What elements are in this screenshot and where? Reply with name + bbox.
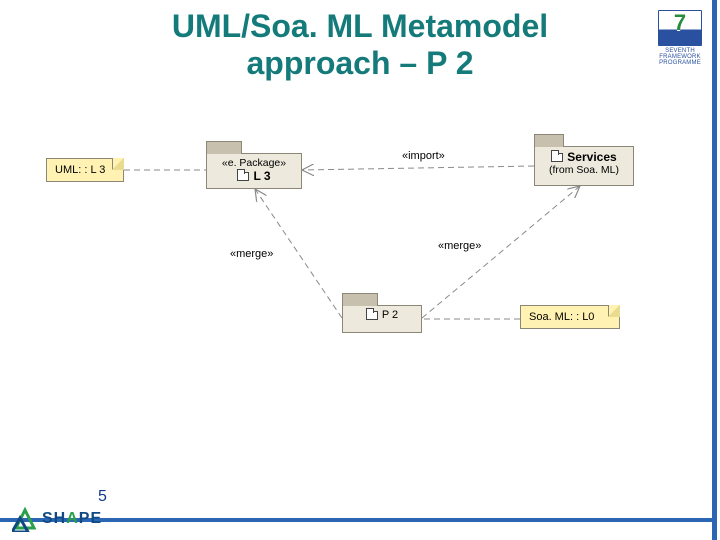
fp7-caption: SEVENTH FRAMEWORK PROGRAMME <box>658 48 702 66</box>
fp7-box: 7 <box>658 10 702 46</box>
note-fold-icon <box>608 305 620 317</box>
fp7-badge: 7 SEVENTH FRAMEWORK PROGRAMME <box>658 10 702 66</box>
note-uml-l3: UML: : L 3 <box>46 158 124 182</box>
logo-prefix: SH <box>42 510 66 527</box>
stereotype-label: «e. Package» <box>222 157 286 169</box>
note-uml-text: UML: : L 3 <box>55 164 105 176</box>
fp7-seven: 7 <box>674 11 686 34</box>
package-services: Services (from Soa. ML) <box>534 146 634 186</box>
shape-logo-mark-icon <box>12 506 38 532</box>
package-icon <box>366 311 378 320</box>
package-label: Services <box>567 150 616 164</box>
package-tab <box>342 293 378 306</box>
conn-import <box>302 166 534 170</box>
package-tab <box>206 141 242 154</box>
package-icon <box>551 153 563 162</box>
package-body: «e. Package» L 3 <box>207 154 301 187</box>
package-label: L 3 <box>253 169 270 183</box>
package-icon <box>237 172 249 181</box>
package-name-row: P 2 <box>366 309 398 321</box>
page-number: 5 <box>98 488 107 506</box>
footer-bar <box>0 518 716 522</box>
shape-logo-text: SHAPE <box>42 510 102 528</box>
slide: UML/Soa. ML Metamodel approach – P 2 7 S… <box>0 0 720 540</box>
package-name-row: L 3 <box>237 169 270 183</box>
package-body: P 2 <box>343 306 421 325</box>
shape-logo: SHAPE <box>12 506 102 532</box>
logo-suffix: PE <box>79 510 102 527</box>
package-label: P 2 <box>382 309 398 321</box>
slide-title: UML/Soa. ML Metamodel approach – P 2 <box>100 8 620 82</box>
label-merge-right: «merge» <box>438 240 481 252</box>
label-import: «import» <box>402 150 445 162</box>
package-tab <box>534 134 564 147</box>
package-p2: P 2 <box>342 305 422 333</box>
note-soaml-text: Soa. ML: : L0 <box>529 311 594 323</box>
right-vertical-bar <box>712 0 717 540</box>
title-line-2: approach – P 2 <box>100 45 620 82</box>
conn-merge-right <box>422 186 580 318</box>
label-merge-left: «merge» <box>230 248 273 260</box>
note-fold-icon <box>112 158 124 170</box>
note-soaml-l0: Soa. ML: : L0 <box>520 305 620 329</box>
package-sublabel: (from Soa. ML) <box>549 164 619 176</box>
package-body: Services (from Soa. ML) <box>535 147 633 180</box>
diagram-canvas: UML: : L 3 Soa. ML: : L0 «e. Package» L … <box>40 130 680 370</box>
title-line-1: UML/Soa. ML Metamodel <box>100 8 620 45</box>
logo-accent: A <box>66 510 79 527</box>
package-name-row: Services <box>551 150 616 164</box>
package-l3: «e. Package» L 3 <box>206 153 302 189</box>
